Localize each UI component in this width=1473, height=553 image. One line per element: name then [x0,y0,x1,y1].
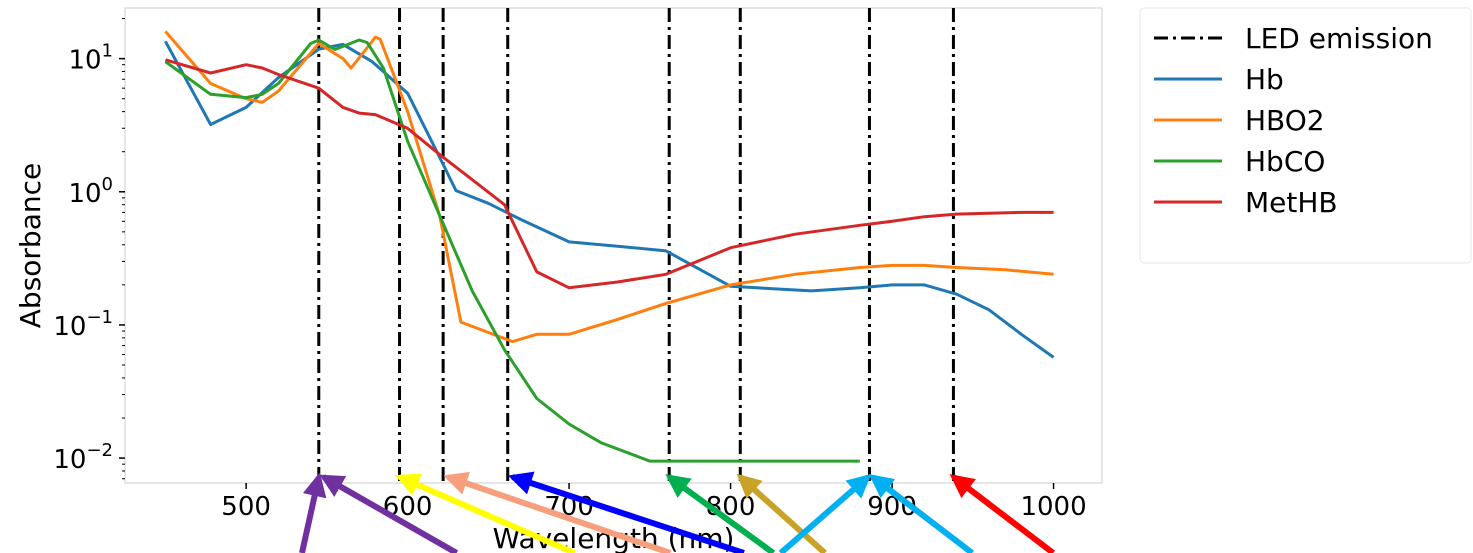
annotation-arrow-2 [395,473,576,553]
y-tick-label: 101 [68,41,113,76]
x-tick-label: 1000 [1020,492,1086,522]
legend-label-1: Hb [1245,63,1284,96]
series-lines [164,30,1055,463]
annotation-arrow-4 [508,471,745,553]
annotation-arrow-1 [319,474,459,553]
legend-label-4: MetHB [1245,186,1338,219]
y-axis-label: Absorbance [14,163,47,328]
annotation-arrow-8 [868,474,975,553]
legend-label-0: LED emission [1245,22,1433,55]
y-tick-label: 10−1 [53,307,113,342]
legend-label-3: HbCO [1245,145,1325,178]
x-axis: 500 600 700 800 900 1000 [221,483,1087,522]
annotation-arrow-7 [778,473,872,553]
annotation-arrow-3 [443,471,672,553]
series-line-hb [164,40,1055,359]
legend-label-2: HBO2 [1245,104,1325,137]
annotation-arrow-5 [665,474,776,553]
annotation-arrow-0 [299,472,327,553]
annotation-arrow-6 [736,473,827,553]
x-tick-label: 500 [221,492,271,522]
annotation-arrows [299,471,1056,553]
annotation-arrow-9 [949,474,1056,553]
series-line-hbo2 [164,30,1054,344]
y-axis: 10−2 10−1 100 101 [53,18,125,480]
series-line-methb [164,58,1054,290]
legend: LED emission Hb HBO2 HbCO MetHB [1139,7,1472,264]
plot-frame [124,7,1103,484]
y-tick-label: 10−2 [53,440,113,475]
legend-box [1139,7,1472,264]
y-tick-label: 100 [68,174,113,209]
series-line-hbco [164,38,860,463]
plot-area [124,7,1103,484]
led-emission-lines [317,8,955,483]
